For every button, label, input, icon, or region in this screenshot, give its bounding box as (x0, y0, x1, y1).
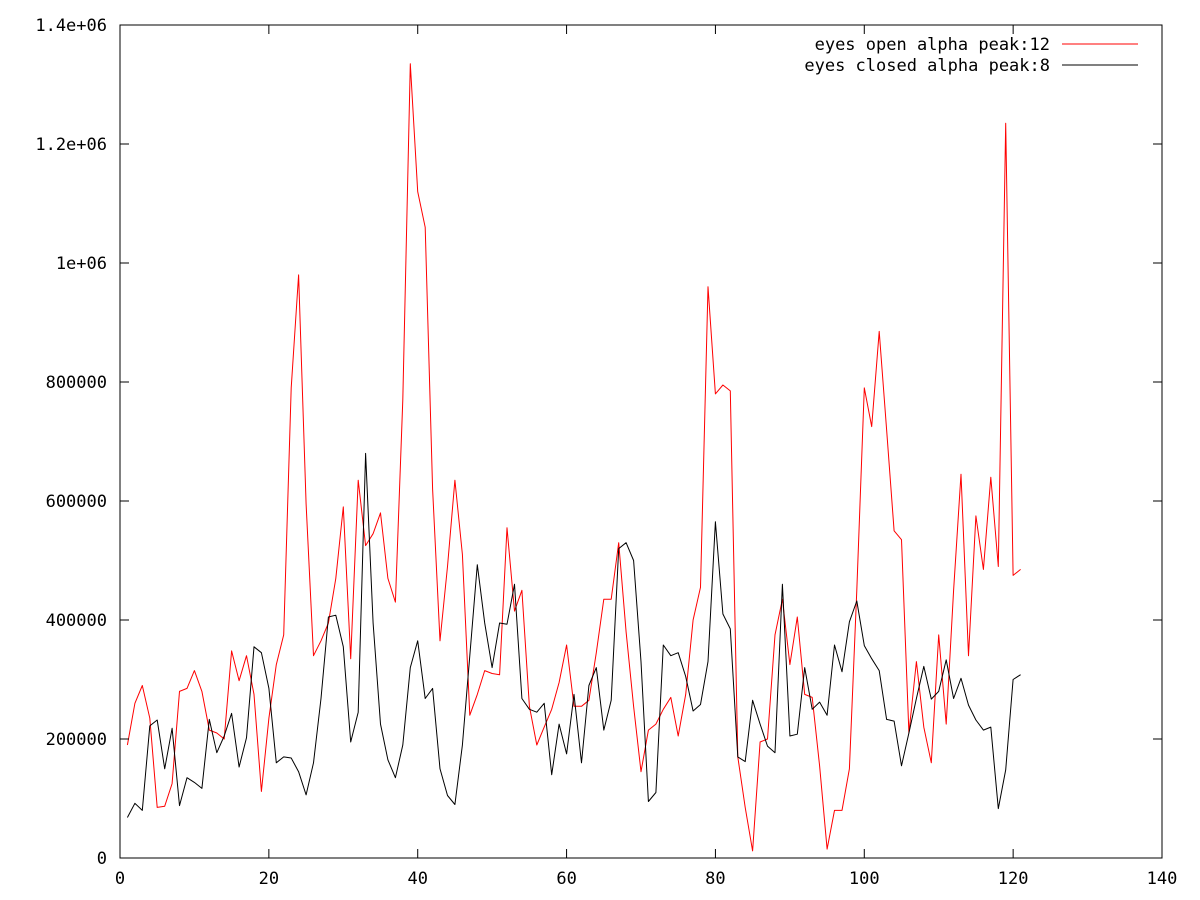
y-tick-label: 1.4e+06 (35, 16, 107, 36)
x-tick-label: 100 (849, 869, 880, 889)
series-layer (126, 63, 1021, 852)
y-tick-label: 800000 (46, 373, 107, 393)
x-tick-label: 40 (407, 869, 427, 889)
y-tick-label: 600000 (46, 492, 107, 512)
y-tick-label: 1e+06 (56, 254, 107, 274)
series-line-eyes-open (126, 63, 1021, 852)
y-tick-label: 0 (97, 849, 107, 869)
x-tick-label: 140 (1147, 869, 1178, 889)
y-tick-label: 1.2e+06 (35, 135, 107, 155)
legend-label: eyes open alpha peak:12 (815, 35, 1050, 55)
x-tick-label: 120 (998, 869, 1029, 889)
y-tick-label: 200000 (46, 730, 107, 750)
x-tick-label: 60 (556, 869, 576, 889)
plot-frame (119, 24, 1163, 859)
x-tick-label: 80 (705, 869, 725, 889)
legend-label: eyes closed alpha peak:8 (804, 56, 1050, 76)
x-tick-label: 20 (259, 869, 279, 889)
series-line-eyes-closed (126, 452, 1021, 818)
x-tick-label: 0 (115, 869, 125, 889)
y-tick-label: 400000 (46, 611, 107, 631)
axis-layer: 0 20 40 60 80 100 120 140 0 200000 400000 600000 800… (35, 16, 1177, 889)
